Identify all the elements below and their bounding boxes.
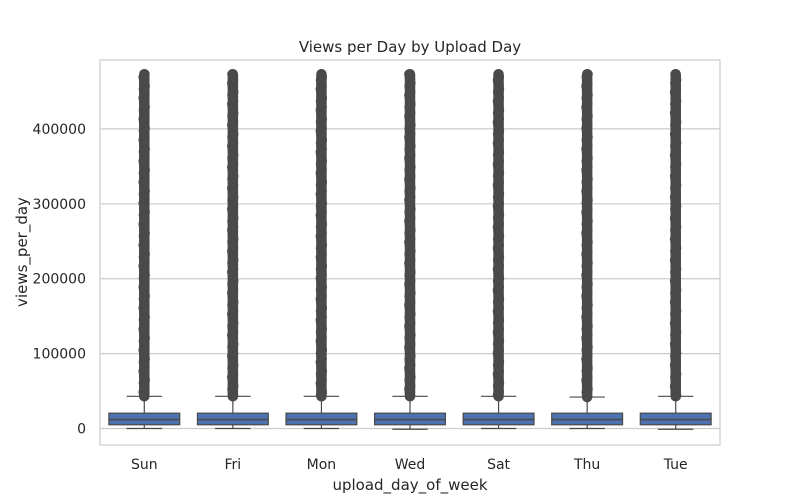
box-fri [196, 68, 269, 430]
y-tick-label: 100000 [33, 347, 86, 363]
outlier-point [492, 390, 503, 401]
x-axis-label: upload_day_of_week [332, 476, 487, 495]
box-sun [108, 68, 181, 430]
x-tick-label: Wed [395, 457, 426, 473]
x-tick-label: Tue [663, 457, 688, 473]
x-tick-label: Fri [225, 457, 242, 473]
x-tick-label: Thu [573, 457, 600, 473]
y-tick-labels: 0 100000 200000 300000 400000 [33, 122, 86, 438]
x-tick-label: Sun [131, 457, 158, 473]
chart-title: Views per Day by Upload Day [299, 38, 521, 56]
outlier-point [315, 390, 326, 401]
box-wed [373, 68, 447, 430]
plot-area-frame [99, 59, 721, 446]
outlier-point [228, 390, 239, 401]
box-sat [462, 68, 535, 430]
y-tick-label: 400000 [33, 122, 86, 138]
outlier-point [671, 390, 682, 401]
x-tick-label: Sat [487, 457, 510, 473]
box-mon [285, 68, 358, 430]
y-axis-label: views_per_day [13, 197, 32, 307]
y-tick-label: 0 [77, 422, 86, 438]
box-thu [551, 68, 624, 430]
boxes-group [108, 68, 712, 430]
outlier-point [581, 390, 593, 401]
y-tick-label: 300000 [33, 197, 86, 213]
x-tick-labels: Sun Fri Mon Wed Sat Thu Tue [131, 457, 688, 473]
outlier-point [405, 390, 416, 401]
box-tue [639, 68, 712, 430]
y-tick-label: 200000 [33, 272, 86, 288]
outlier-point [138, 390, 149, 401]
x-tick-label: Mon [307, 457, 337, 473]
